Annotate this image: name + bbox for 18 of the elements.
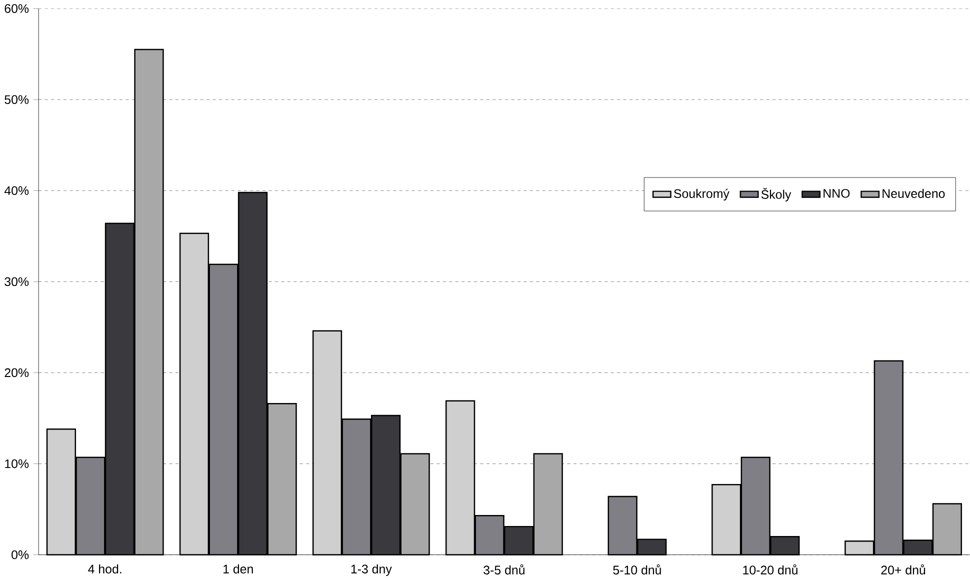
y-tick-label: 0% xyxy=(12,550,29,560)
x-tick-label: 20+ dnů xyxy=(881,564,926,574)
x-tick-label: 1 den xyxy=(224,564,253,574)
y-tick-label: 10% xyxy=(5,459,29,468)
legend-label: Soukromý xyxy=(674,188,730,200)
y-tick-label: 50% xyxy=(4,95,29,104)
x-tick-label: 3-5 dnů xyxy=(484,564,524,574)
x-tick-label: 5-10 dnů xyxy=(613,564,661,574)
y-tick-label: 60% xyxy=(4,4,29,13)
legend-label: NNO xyxy=(824,188,850,198)
y-tick-label: 20% xyxy=(4,368,29,378)
x-tick-label: 10-20 dnů xyxy=(743,564,798,574)
y-tick-label: 30% xyxy=(4,277,29,286)
y-tick-label: 40% xyxy=(4,186,29,195)
x-tick-label: 4 hod. xyxy=(88,564,122,574)
legend-label: Neuvedeno xyxy=(882,188,945,198)
x-tick-label: 1-3 dny xyxy=(351,564,392,576)
legend-label: Školy xyxy=(761,188,792,202)
